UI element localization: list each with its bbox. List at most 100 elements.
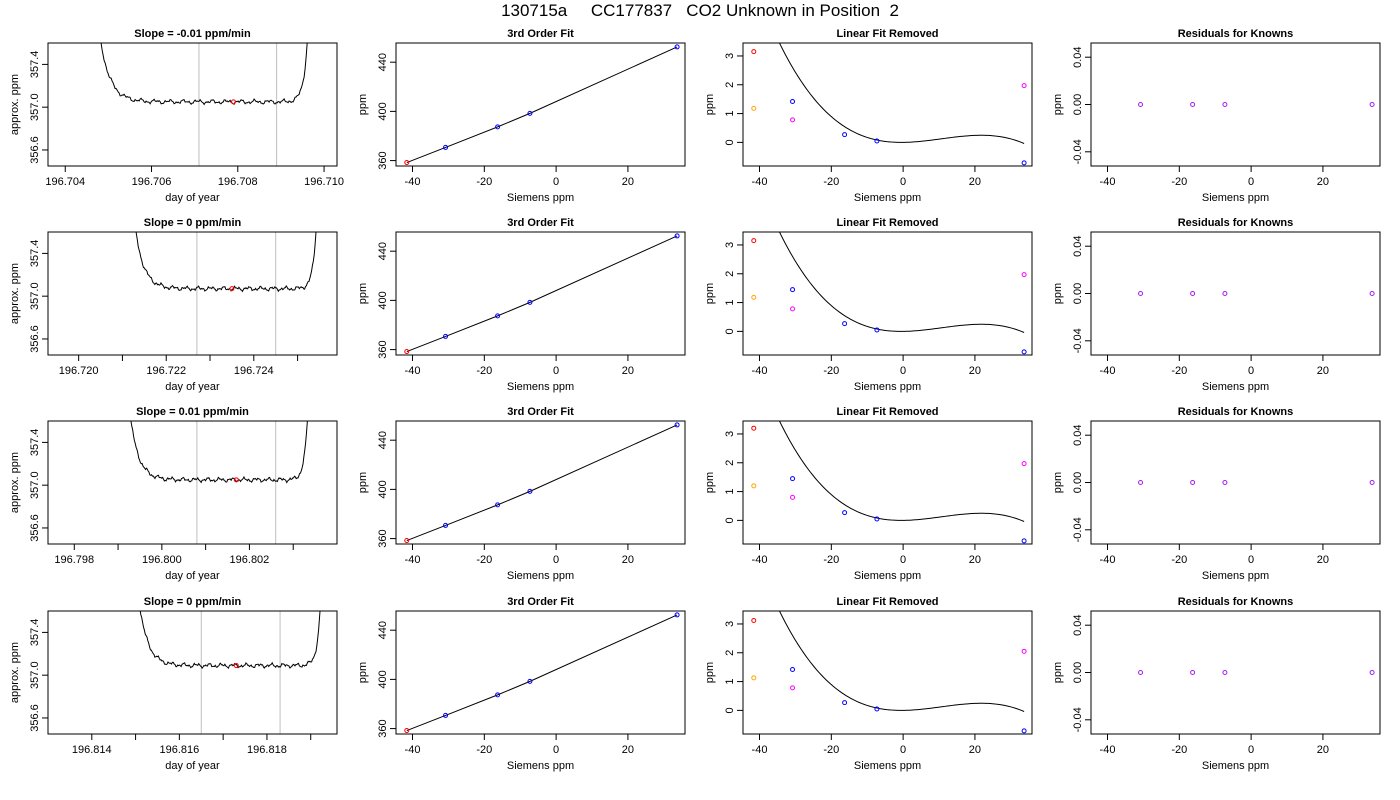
- x-tick-label: 20: [622, 554, 634, 566]
- x-tick-label: 0: [1248, 176, 1254, 188]
- y-tick-label: 1: [724, 111, 736, 117]
- data-point: [229, 286, 235, 292]
- x-tick-label: -40: [405, 554, 421, 566]
- plot-area: [1138, 291, 1375, 296]
- y-tick-label: 2: [724, 650, 736, 656]
- data-point: [1021, 648, 1027, 654]
- data-point: [790, 287, 796, 293]
- y-axis-label: approx. ppm: [9, 642, 21, 703]
- x-tick-label: 0: [1248, 554, 1254, 566]
- y-tick-label: 0.04: [1072, 424, 1084, 445]
- data-point: [1369, 102, 1375, 107]
- y-tick-label: 400: [377, 291, 389, 309]
- plot-area: [404, 233, 680, 355]
- y-tick-label: 357.0: [29, 661, 41, 689]
- y-tick-label: 0.00: [1072, 662, 1084, 683]
- data-trace-line: [130, 421, 308, 484]
- x-tick-label: 196.720: [59, 365, 99, 377]
- x-tick-label: 196.710: [304, 176, 344, 188]
- y-axis-label: ppm: [357, 472, 369, 493]
- y-axis-label: approx. ppm: [9, 263, 21, 324]
- data-point: [1021, 272, 1027, 278]
- x-tick-label: 196.800: [142, 554, 182, 566]
- data-point: [1138, 291, 1144, 296]
- x-axis-label: Siemens ppm: [1202, 381, 1269, 393]
- panel-title: Residuals for Knowns: [1178, 406, 1294, 418]
- x-tick-label: -20: [1171, 744, 1187, 756]
- data-point: [404, 728, 410, 734]
- x-tick-label: 0: [553, 554, 559, 566]
- panel-residuals-row-2: Residuals for Knowns -40 -20 0 20 -0.04 0.00 0.…: [1052, 217, 1381, 393]
- panel-title: Slope = 0 ppm/min: [144, 217, 242, 229]
- y-tick-label: 2: [724, 460, 736, 466]
- data-trace-line: [135, 232, 317, 293]
- plot-frame: [395, 231, 686, 356]
- panel-title: Linear Fit Removed: [836, 596, 938, 608]
- plot-area: [139, 611, 321, 734]
- panel-title: Residuals for Knowns: [1178, 596, 1294, 608]
- plot-frame: [742, 610, 1033, 735]
- x-tick-label: 0: [1248, 744, 1254, 756]
- y-axis-label: ppm: [357, 94, 369, 115]
- data-point: [1138, 480, 1144, 485]
- x-tick-label: -40: [405, 176, 421, 188]
- y-axis-label: ppm: [704, 283, 716, 304]
- y-tick-label: 356.6: [29, 325, 41, 353]
- x-axis-label: Siemens ppm: [1202, 192, 1269, 204]
- x-axis-label: day of year: [165, 381, 220, 393]
- x-axis-label: Siemens ppm: [854, 381, 921, 393]
- plot-area: [130, 421, 308, 544]
- plot-frame: [395, 42, 686, 167]
- x-tick-label: 0: [900, 365, 906, 377]
- plot-area: [404, 422, 680, 544]
- y-axis-label: ppm: [1052, 472, 1064, 493]
- data-point: [874, 138, 880, 144]
- x-axis-label: Siemens ppm: [854, 570, 921, 582]
- x-tick-label: 20: [969, 554, 981, 566]
- y-axis-label: ppm: [704, 472, 716, 493]
- x-tick-label: 196.708: [218, 176, 258, 188]
- plot-area: [1138, 480, 1375, 485]
- data-point: [1138, 102, 1144, 107]
- data-point: [1021, 83, 1027, 89]
- panel-fit-row-3: 3rd Order Fit -40 -20 0 20 360 400 440 Siemens p…: [357, 406, 686, 582]
- x-axis-label: Siemens ppm: [854, 192, 921, 204]
- y-tick-label: 400: [377, 480, 389, 498]
- data-point: [233, 477, 239, 483]
- x-axis-label: day of year: [165, 192, 220, 204]
- y-tick-label: 357.4: [29, 51, 41, 79]
- data-point: [751, 618, 757, 624]
- y-tick-label: 357.4: [29, 429, 41, 457]
- x-tick-label: 0: [553, 176, 559, 188]
- data-point: [751, 105, 757, 111]
- plot-area: [751, 611, 1027, 734]
- fit-line: [406, 614, 678, 732]
- data-point: [1138, 670, 1144, 675]
- data-point: [751, 238, 757, 244]
- panel-linear_removed-row-1: Linear Fit Removed -40 -20 0 20 0 1 2 3 Siemens p…: [704, 28, 1033, 204]
- data-point: [1021, 349, 1027, 355]
- data-point: [874, 516, 880, 522]
- plot-area: [751, 43, 1027, 166]
- x-tick-label: -40: [405, 744, 421, 756]
- y-tick-label: 357.0: [29, 282, 41, 310]
- data-point: [674, 233, 680, 239]
- data-point: [842, 321, 848, 327]
- x-tick-label: -40: [752, 554, 768, 566]
- x-axis-label: Siemens ppm: [507, 192, 574, 204]
- panel-title: Linear Fit Removed: [836, 28, 938, 40]
- y-tick-label: 0.04: [1072, 235, 1084, 256]
- panel-title: Residuals for Knowns: [1178, 217, 1294, 229]
- x-tick-label: 20: [1317, 176, 1329, 188]
- data-point: [1021, 160, 1027, 166]
- data-point: [443, 333, 449, 339]
- x-tick-label: 20: [622, 744, 634, 756]
- data-point: [1190, 102, 1196, 107]
- data-trace-line: [100, 43, 308, 106]
- x-tick-label: 0: [900, 554, 906, 566]
- data-point: [527, 110, 533, 116]
- x-tick-label: 196.706: [132, 176, 172, 188]
- panel-trace-row-2: Slope = 0 ppm/min 196.720 196.722 196.724 35…: [9, 217, 338, 393]
- y-tick-label: 0: [724, 517, 736, 523]
- data-point: [1190, 480, 1196, 485]
